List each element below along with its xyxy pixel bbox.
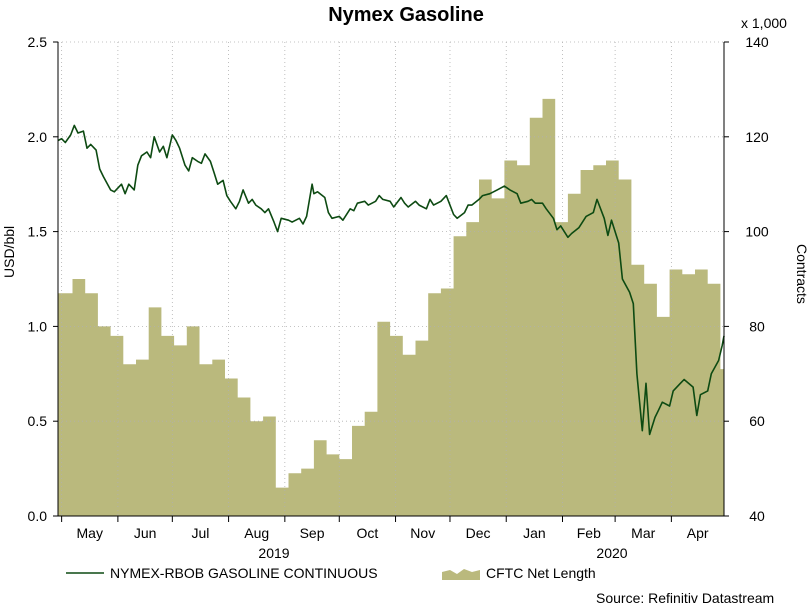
legend-label-gasoline: NYMEX-RBOB GASOLINE CONTINUOUS	[110, 565, 378, 581]
x-tick-label-month: Nov	[410, 525, 435, 541]
x-tick-label-month: Mar	[631, 525, 655, 541]
legend-item-gasoline: NYMEX-RBOB GASOLINE CONTINUOUS	[66, 565, 378, 581]
chart-title: Nymex Gasoline	[328, 4, 484, 26]
y-tick-label-left: 1.5	[28, 224, 48, 240]
x-tick-label-month: Sep	[300, 525, 325, 541]
y-tick-label-right: 80	[749, 318, 765, 334]
y-tick-label-left: 0.5	[28, 413, 48, 429]
y-tick-label-left: 0.0	[28, 508, 48, 524]
x-tick-label-month: Feb	[577, 525, 601, 541]
y-tick-label-right: 120	[745, 129, 769, 145]
legend-line-swatch	[66, 572, 104, 574]
x-year-label: 2020	[596, 545, 627, 561]
cftc-net-length-area	[58, 98, 724, 517]
x-tick-label-month: May	[77, 525, 103, 541]
legend-label-cftc: CFTC Net Length	[486, 565, 596, 581]
y-tick-label-right: 100	[745, 224, 769, 240]
gasoline-price-line	[57, 124, 725, 436]
x-tick-label-month: Jun	[134, 525, 157, 541]
x-tick-label-month: Aug	[244, 525, 269, 541]
x-tick-label-month: Apr	[687, 525, 709, 541]
x-tick-label-month: Dec	[466, 525, 491, 541]
y-tick-label-left: 1.0	[28, 318, 48, 334]
right-axis-multiplier: x 1,000	[741, 15, 787, 31]
y-tick-label-right: 60	[749, 413, 765, 429]
legend-item-cftc: CFTC Net Length	[442, 565, 596, 581]
legend-area-swatch	[442, 569, 480, 580]
y-tick-label-left: 2.5	[28, 34, 48, 50]
source-note: Source: Refinitiv Datastream	[596, 590, 775, 606]
x-tick-label-month: Oct	[357, 525, 379, 541]
x-tick-label-month: Jan	[523, 525, 546, 541]
x-year-label: 2019	[258, 545, 289, 561]
x-tick-label-month: Jul	[192, 525, 210, 541]
y-tick-label-left: 2.0	[28, 129, 48, 145]
y-tick-label-right: 140	[745, 34, 769, 50]
y-tick-label-right: 40	[749, 508, 765, 524]
